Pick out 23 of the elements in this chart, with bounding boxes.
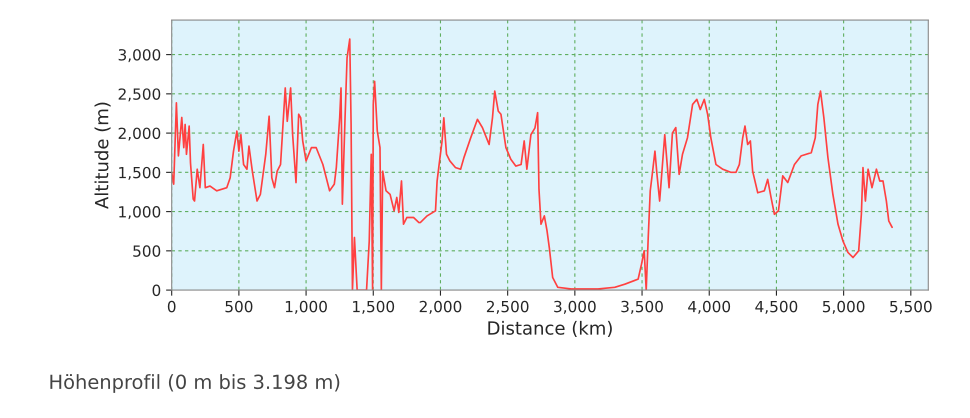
x-tick-label: 1,000 (286, 300, 327, 314)
line-series (172, 38, 893, 290)
x-tick-label: 4,000 (688, 300, 730, 314)
y-tick-label: 0 (152, 284, 160, 296)
y-tick-label: 1,500 (119, 166, 160, 180)
x-tick-label: 2,000 (420, 300, 462, 314)
x-tick-label: 5,000 (822, 300, 864, 314)
y-tick-label: 1,000 (119, 206, 160, 220)
x-tick-label: 4,500 (755, 300, 798, 314)
text: Höhenprofil (0 m bis 3.198 m) (50, 374, 340, 393)
y-tick-label: 500 (133, 245, 160, 257)
y-axis-title: Altitude (m) (94, 102, 111, 209)
x-tick-label: 3,500 (621, 300, 663, 314)
x-tick-label: 5,500 (890, 300, 932, 314)
x-tick-label: 500 (225, 300, 252, 312)
y-tick-label: 2,000 (118, 128, 160, 141)
x-tick-label: 3,000 (554, 300, 596, 314)
x-tick-label: 1,500 (353, 300, 394, 314)
x-axis-title: Distance (km) (488, 320, 612, 337)
y-tick-label: 2,500 (118, 88, 160, 102)
x-tick-label: 0 (168, 300, 176, 312)
y-tick-label: 3,000 (118, 49, 160, 62)
x-tick-label: 2,500 (486, 300, 529, 314)
